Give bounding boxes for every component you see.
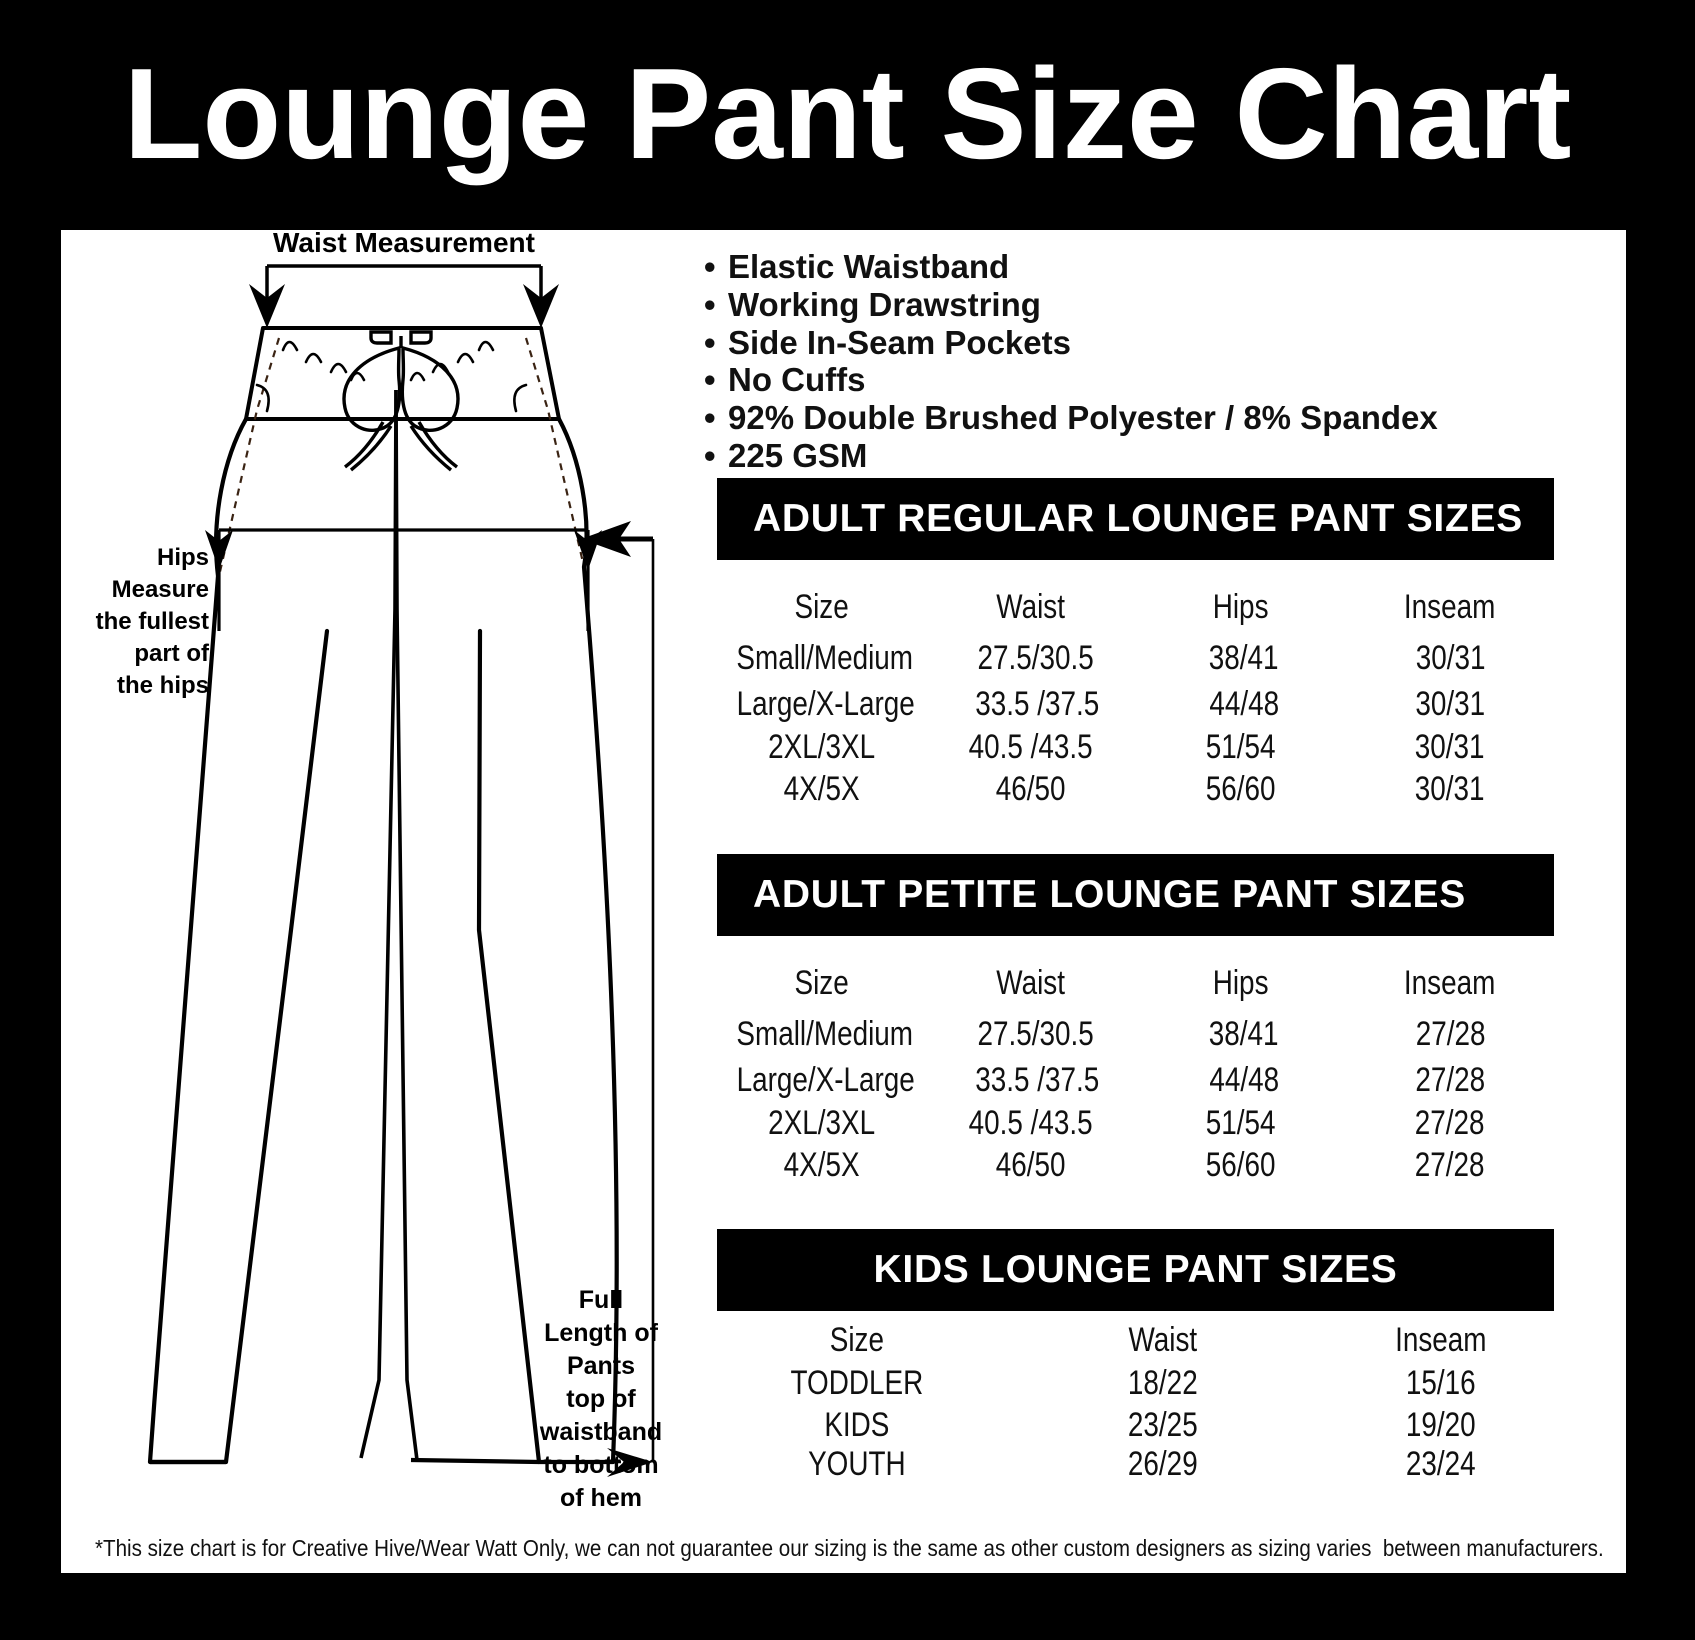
svg-text:to bottom: to bottom	[543, 1451, 658, 1479]
svg-text:the hips: the hips	[117, 672, 209, 699]
svg-text:top of: top of	[566, 1385, 636, 1413]
svg-text:Length of: Length of	[544, 1319, 659, 1347]
svg-text:waistband: waistband	[539, 1418, 662, 1446]
svg-text:part of: part of	[134, 640, 210, 667]
svg-text:Pants: Pants	[567, 1352, 635, 1380]
svg-text:Hips: Hips	[157, 544, 209, 571]
svg-text:Full: Full	[579, 1286, 623, 1314]
svg-text:the fullest: the fullest	[96, 608, 209, 635]
svg-text:of hem: of hem	[560, 1484, 642, 1512]
svg-text:Measure: Measure	[112, 576, 209, 603]
svg-text:Waist Measurement: Waist Measurement	[273, 230, 535, 258]
